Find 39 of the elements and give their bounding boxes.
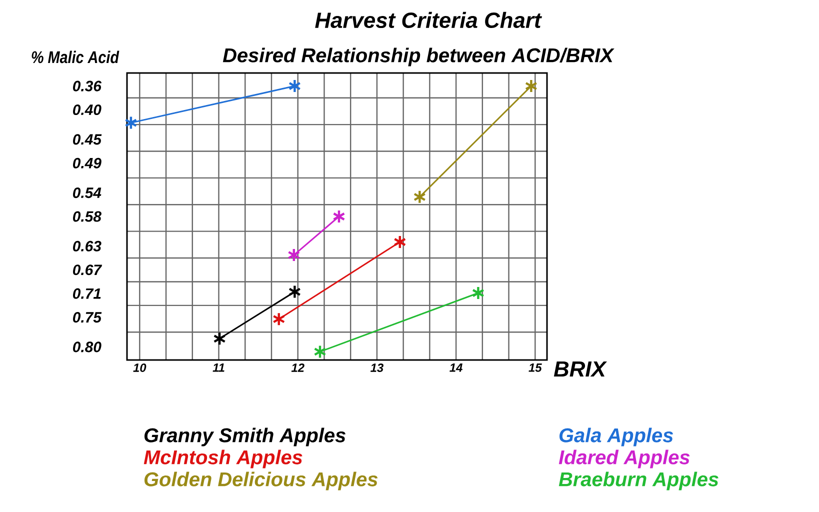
point — [314, 344, 326, 359]
y-tick-label: 0.54 — [73, 187, 102, 198]
y-tick-label: 0.36 — [73, 80, 102, 92]
x-tick-label: 10 — [133, 364, 146, 372]
x-tick-label: 15 — [528, 364, 542, 372]
point — [124, 116, 138, 130]
text: Golden Delicious Apples — [144, 472, 378, 490]
x-tick-label: 12 — [291, 364, 304, 372]
chart-title: Harvest Criteria Chart — [315, 12, 542, 28]
point — [332, 209, 346, 224]
point — [288, 284, 301, 299]
text: Braeburn Apples — [558, 472, 718, 490]
point — [288, 78, 301, 94]
x-tick-label: 11 — [212, 364, 224, 372]
y-tick-label: 0.40 — [73, 104, 102, 116]
text: McIntosh Apples — [144, 450, 302, 468]
point — [213, 332, 226, 346]
y-tick-label: 0.63 — [73, 240, 102, 252]
x-tick-label: 13 — [370, 364, 384, 372]
text: Granny Smith Apples — [144, 428, 346, 446]
point — [472, 286, 484, 300]
text: Idared Apples — [558, 450, 690, 468]
y-tick-label: 0.58 — [73, 211, 102, 222]
y-tick-label: 0.49 — [73, 158, 102, 168]
point — [524, 78, 538, 94]
y-tick-label: 0.71 — [73, 288, 101, 299]
y-tick-label: 0.67 — [73, 264, 102, 276]
point — [394, 234, 406, 250]
point — [413, 190, 426, 204]
y-tick-label: 0.45 — [73, 134, 102, 145]
x-axis-title: BRIX — [554, 361, 607, 377]
point — [288, 248, 300, 262]
point — [272, 312, 286, 326]
text: Gala Apples — [559, 428, 674, 446]
x-tick-label: 14 — [450, 364, 462, 372]
y-axis-title: % Malic Acid — [32, 50, 120, 64]
y-tick-label: 0.75 — [73, 312, 102, 323]
chart-subtitle: Desired Relationship between ACID/BRIX — [222, 48, 614, 66]
y-tick-label: 0.80 — [73, 342, 102, 352]
